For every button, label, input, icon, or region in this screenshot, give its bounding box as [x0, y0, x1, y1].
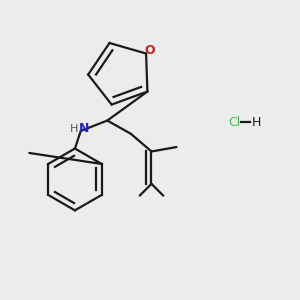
Text: O: O — [144, 44, 155, 57]
Text: H: H — [251, 116, 261, 128]
Text: Cl: Cl — [228, 116, 240, 128]
Text: N: N — [79, 122, 89, 135]
Text: H: H — [70, 124, 79, 134]
